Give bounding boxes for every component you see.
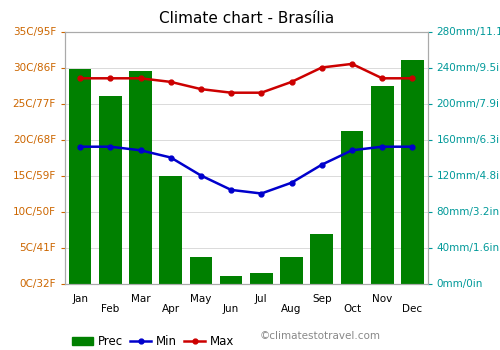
Bar [220,276,242,284]
Text: Jul: Jul [255,294,268,304]
Bar [160,175,182,284]
Bar [250,273,272,284]
Text: Oct: Oct [343,304,361,315]
Text: Aug: Aug [282,304,302,315]
Bar [129,71,152,284]
Text: Feb: Feb [101,304,119,315]
Text: ©climatestotravel.com: ©climatestotravel.com [260,331,381,341]
Bar [310,234,333,284]
Bar [190,257,212,284]
Title: Climate chart - Brasília: Climate chart - Brasília [158,11,334,26]
Legend: Prec, Min, Max: Prec, Min, Max [68,331,240,350]
Text: Jun: Jun [223,304,240,315]
Bar [401,60,423,284]
Text: May: May [190,294,212,304]
Text: Apr: Apr [162,304,180,315]
Bar [371,85,394,284]
Text: Sep: Sep [312,294,332,304]
Text: Nov: Nov [372,294,392,304]
Bar [69,69,92,284]
Bar [340,131,363,284]
Bar [99,96,122,284]
Bar [280,257,303,284]
Text: Jan: Jan [72,294,88,304]
Text: Mar: Mar [130,294,150,304]
Text: Dec: Dec [402,304,422,315]
